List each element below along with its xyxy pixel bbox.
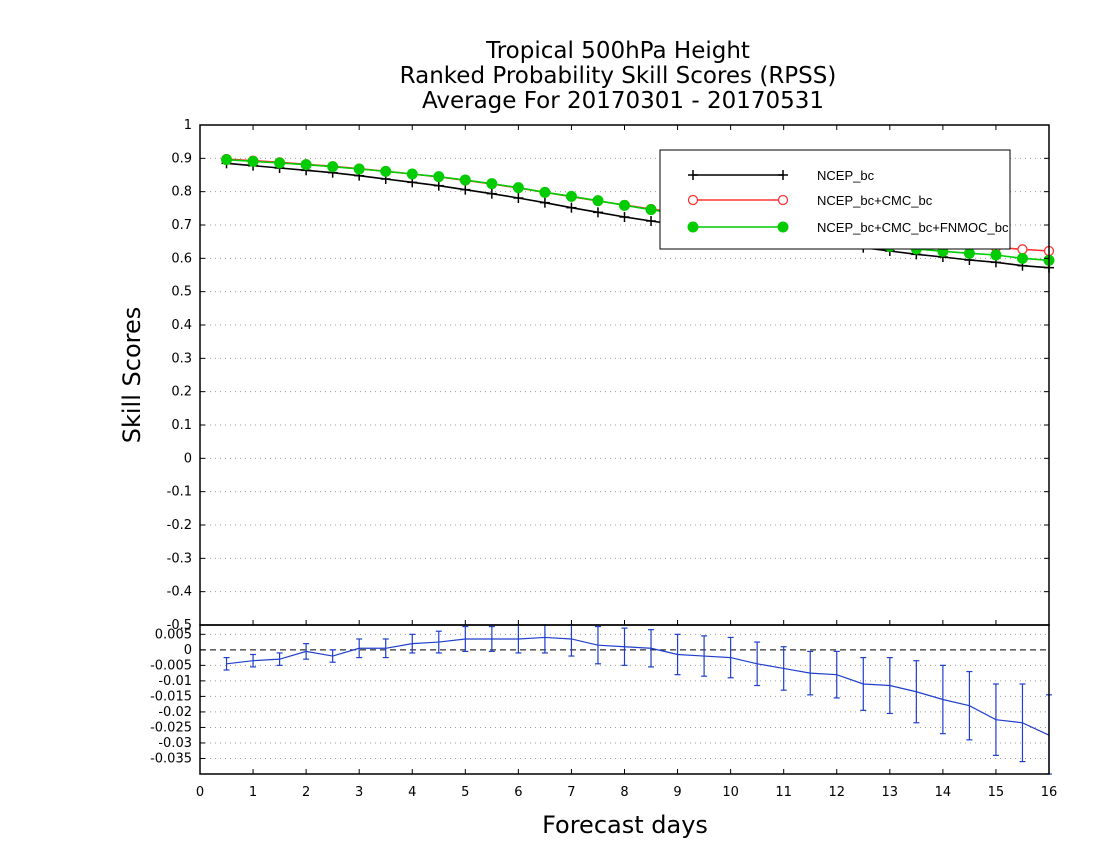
error-bar — [541, 624, 548, 654]
data-point — [645, 204, 657, 216]
top-y-tick-label: -0.3 — [167, 551, 192, 566]
legend-entry: NCEP_bc — [688, 168, 875, 183]
top-y-tick-label: 1 — [184, 118, 192, 133]
top-y-tick-label: 0.8 — [171, 185, 192, 200]
bottom-y-tick-label: -0.02 — [158, 705, 192, 720]
chart-title-line-2: Ranked Probability Skill Scores (RPSS) — [400, 63, 837, 89]
top-y-tick-label: 0.6 — [171, 251, 192, 266]
data-point — [513, 193, 524, 203]
data-point — [380, 165, 392, 177]
legend-marker-start — [687, 221, 699, 233]
legend: NCEP_bc NCEP_bc+CMC_bc NCEP_bc+CMC_bc+FNMO… — [659, 149, 1011, 250]
data-point — [406, 168, 418, 180]
x-tick-label: 11 — [775, 785, 792, 800]
data-point — [221, 154, 233, 166]
y-axis-label: Skill Scores — [118, 307, 146, 444]
x-tick-label: 1 — [249, 785, 257, 800]
data-point — [433, 180, 444, 191]
data-point — [646, 216, 657, 226]
data-point — [300, 159, 312, 171]
x-tick-label: 3 — [355, 785, 363, 800]
legend-entry: NCEP_bc+CMC_bc+FNMOC_bc — [687, 220, 1009, 235]
x-tick-label: 12 — [828, 785, 845, 800]
bottom-panel-series — [223, 624, 1052, 775]
data-point — [460, 184, 471, 195]
legend-marker-end — [777, 221, 789, 233]
axis-ticks: -0.5 -0.4 -0.3 -0.2 -0.1 0 0.1 0.2 0.3 0.4 0.5 0.6 0… — [150, 118, 1057, 800]
x-tick-label: 15 — [988, 785, 1005, 800]
top-y-tick-label: 0.2 — [171, 385, 192, 400]
legend-marker-end — [778, 170, 788, 180]
bottom-y-tick-label: -0.01 — [158, 674, 192, 689]
diff-line — [226, 636, 1050, 736]
top-y-tick-label: -0.1 — [167, 485, 192, 500]
top-y-tick-label: 0.9 — [171, 151, 192, 166]
data-point — [433, 171, 445, 183]
x-tick-label: 4 — [408, 785, 416, 800]
data-point — [353, 163, 365, 175]
legend-marker-end — [777, 194, 789, 206]
bottom-y-tick-label: 0.005 — [155, 627, 192, 642]
data-point — [459, 174, 471, 186]
data-point — [963, 247, 975, 259]
x-tick-label: 13 — [882, 785, 899, 800]
x-axis-label: Forecast days — [542, 811, 708, 839]
data-point — [619, 212, 630, 222]
error-bar — [223, 656, 230, 671]
chart-title-line-1: Tropical 500hPa Height — [485, 38, 750, 64]
top-y-tick-label: 0.4 — [171, 318, 192, 333]
data-point — [486, 188, 497, 199]
data-point — [592, 207, 603, 218]
top-y-tick-label: 0.7 — [171, 218, 192, 233]
x-tick-label: 7 — [567, 785, 575, 800]
legend-label: NCEP_bc+CMC_bc+FNMOC_bc — [817, 220, 1009, 235]
data-point — [327, 161, 339, 173]
data-point — [1017, 244, 1028, 255]
data-point — [512, 182, 524, 194]
top-y-tick-label: -0.4 — [167, 585, 192, 600]
data-point — [539, 186, 551, 198]
data-point — [990, 249, 1002, 261]
top-y-tick-label: 0 — [184, 451, 192, 466]
bottom-y-tick-label: -0.015 — [150, 689, 192, 704]
data-point — [274, 157, 286, 169]
data-point — [592, 195, 604, 207]
top-y-tick-label: 0.3 — [171, 351, 192, 366]
x-tick-label: 16 — [1041, 785, 1058, 800]
top-y-tick-label: 0.1 — [171, 418, 192, 433]
x-tick-label: 2 — [302, 785, 310, 800]
x-tick-label: 9 — [673, 785, 681, 800]
legend-label: NCEP_bc — [817, 168, 875, 183]
x-tick-label: 5 — [461, 785, 469, 800]
top-y-tick-label: -0.5 — [167, 618, 192, 633]
x-tick-label: 8 — [620, 785, 628, 800]
top-y-tick-label: -0.2 — [167, 518, 192, 533]
x-tick-label: 0 — [196, 785, 204, 800]
data-point — [565, 190, 577, 202]
chart-title-line-3: Average For 20170301 - 20170531 — [422, 88, 824, 114]
data-point — [486, 178, 498, 190]
legend-label: NCEP_bc+CMC_bc — [817, 193, 933, 208]
error-bar — [568, 624, 575, 657]
data-point — [247, 155, 259, 167]
data-point — [619, 199, 630, 211]
diff-series-0 — [223, 624, 1052, 775]
bottom-y-tick-label: -0.005 — [150, 658, 192, 673]
data-point — [1016, 252, 1028, 264]
top-y-tick-label: 0.5 — [171, 285, 192, 300]
chart-titles: Tropical 500hPa Height Ranked Probabilit… — [400, 38, 837, 114]
legend-marker-start — [688, 170, 698, 180]
bottom-y-tick-label: -0.03 — [158, 736, 192, 751]
data-point — [566, 202, 577, 213]
legend-entry: NCEP_bc+CMC_bc — [687, 193, 933, 208]
data-point — [539, 197, 550, 208]
bottom-y-tick-label: -0.035 — [150, 751, 192, 766]
bottom-y-tick-label: -0.025 — [150, 720, 192, 735]
x-tick-label: 14 — [935, 785, 952, 800]
x-tick-label: 10 — [722, 785, 739, 800]
legend-marker-start — [687, 194, 699, 206]
bottom-y-tick-label: 0 — [184, 643, 192, 658]
x-tick-label: 6 — [514, 785, 522, 800]
